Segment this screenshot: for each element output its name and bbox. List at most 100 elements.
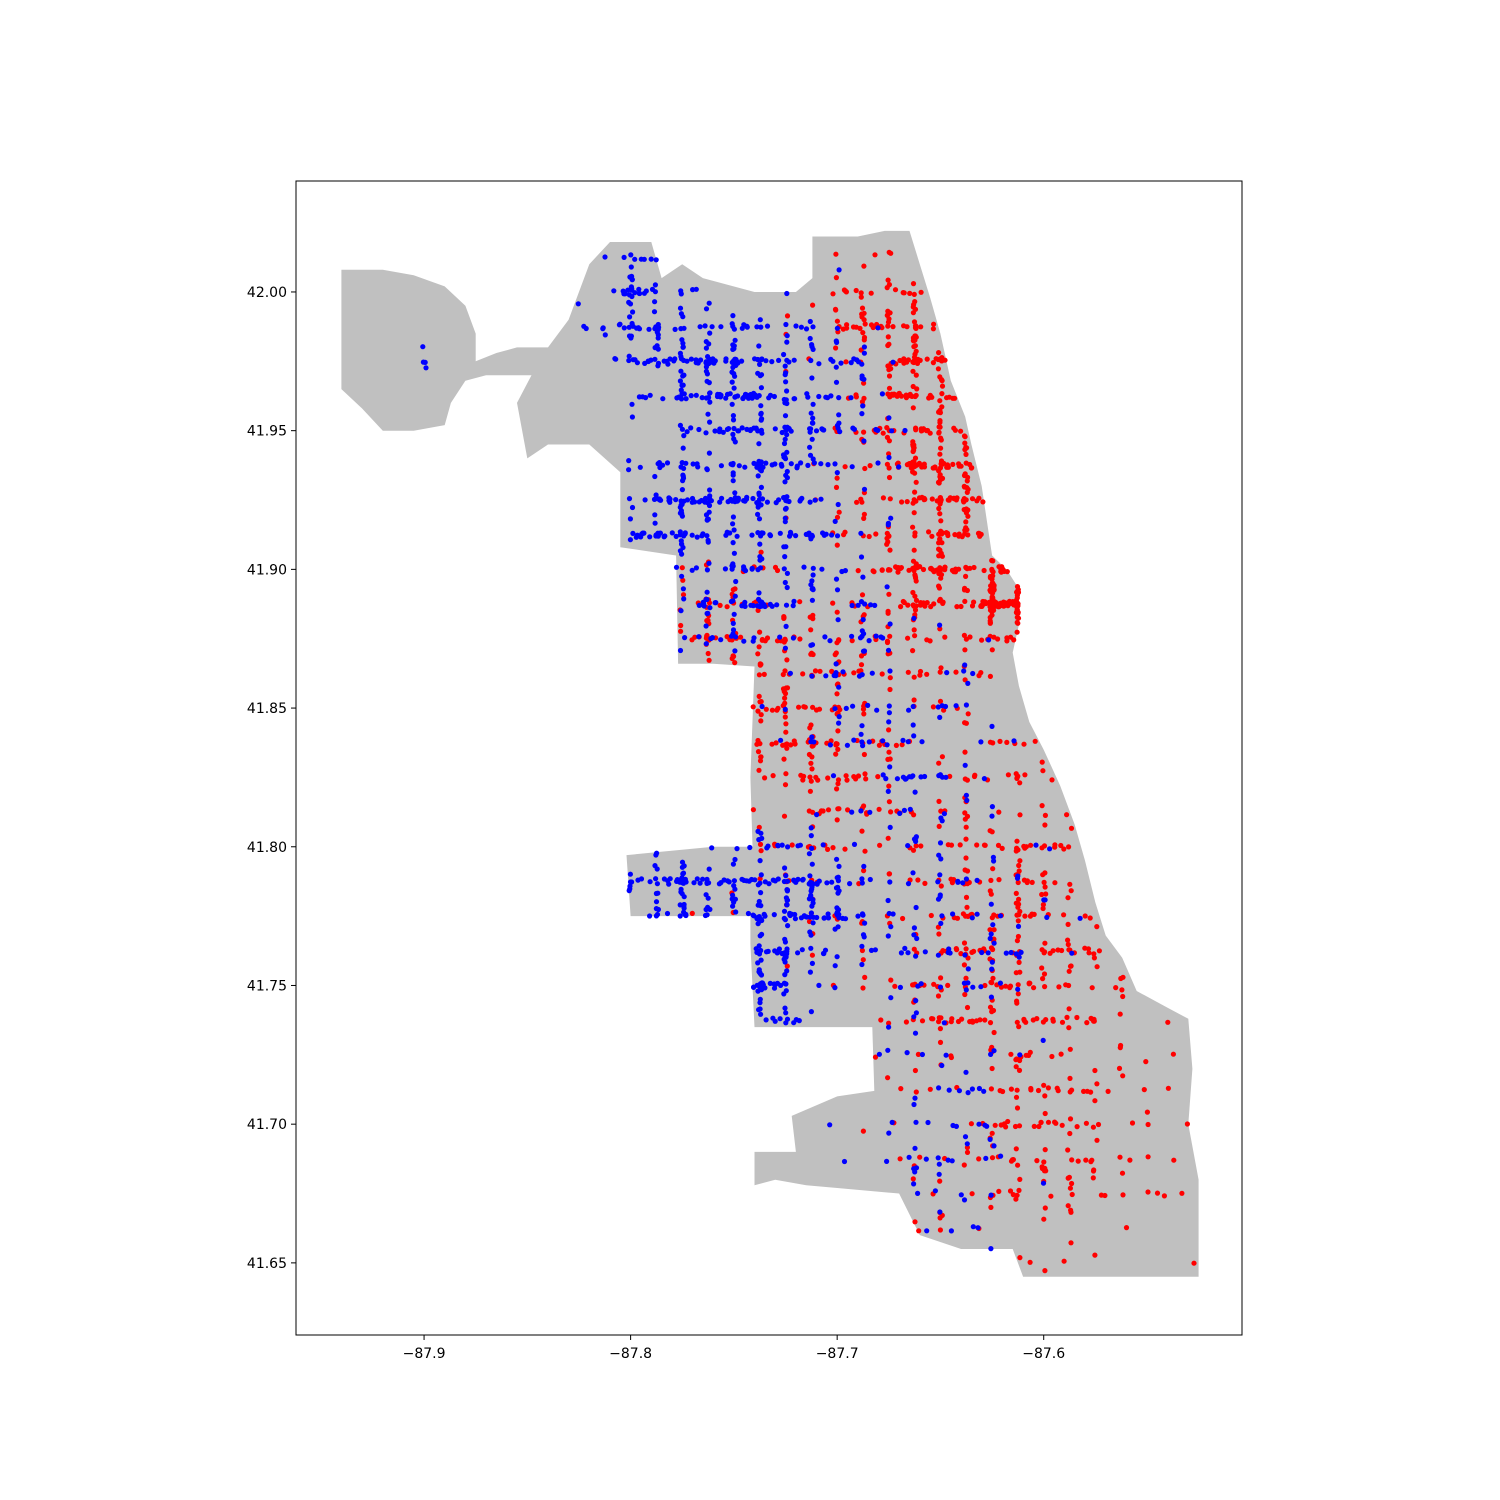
data-point	[673, 533, 679, 540]
data-point	[824, 395, 831, 401]
data-point	[629, 414, 636, 420]
data-point	[922, 880, 928, 887]
data-point	[942, 703, 949, 710]
data-point	[1069, 1157, 1075, 1163]
data-point	[988, 994, 995, 1000]
data-point	[962, 598, 968, 605]
data-point	[834, 533, 841, 539]
data-point	[858, 530, 864, 536]
data-point	[733, 578, 739, 585]
data-point	[734, 846, 740, 852]
data-point	[887, 310, 893, 316]
data-point	[897, 984, 904, 991]
data-point	[626, 292, 633, 298]
data-point	[921, 497, 927, 503]
data-point	[989, 966, 995, 972]
data-point	[643, 288, 649, 294]
data-point	[930, 326, 937, 332]
data-point	[758, 484, 765, 490]
data-point	[630, 357, 636, 363]
data-point	[1032, 738, 1038, 744]
data-point	[997, 738, 1003, 745]
data-point	[911, 627, 917, 633]
data-point	[963, 636, 970, 642]
data-point	[719, 495, 725, 501]
data-point	[816, 878, 822, 884]
data-point	[989, 813, 995, 819]
data-point	[946, 946, 952, 952]
data-point	[1081, 1088, 1087, 1094]
data-point	[833, 661, 839, 667]
data-point	[729, 563, 735, 569]
data-point	[884, 742, 890, 748]
data-point	[809, 375, 815, 381]
data-point	[913, 1119, 919, 1125]
data-point	[922, 949, 928, 955]
data-point	[978, 670, 984, 676]
data-point	[924, 671, 930, 677]
data-point	[682, 635, 688, 641]
data-point	[983, 1155, 989, 1161]
data-point	[962, 867, 968, 873]
data-point	[809, 952, 816, 958]
data-point	[1004, 739, 1010, 746]
data-point	[784, 570, 791, 577]
data-point	[1143, 1059, 1149, 1065]
data-point	[757, 361, 763, 367]
data-point	[876, 742, 883, 748]
data-point	[1141, 1087, 1147, 1093]
data-point	[835, 924, 841, 930]
data-point	[850, 703, 856, 709]
data-point	[912, 333, 918, 339]
data-point	[655, 326, 661, 332]
data-point	[1154, 1190, 1161, 1196]
data-point	[1095, 1121, 1102, 1128]
data-point	[788, 531, 794, 537]
data-point	[1065, 895, 1071, 901]
data-point	[704, 589, 710, 595]
data-point	[989, 1155, 996, 1161]
data-point	[903, 1019, 910, 1025]
data-point	[949, 1158, 955, 1164]
data-point	[751, 635, 757, 641]
data-point	[936, 798, 942, 805]
data-point	[939, 818, 945, 824]
data-point	[808, 833, 814, 839]
data-point	[679, 573, 685, 579]
data-point	[861, 612, 867, 618]
data-point	[705, 610, 711, 616]
data-point	[988, 1086, 995, 1092]
data-point	[1091, 955, 1097, 961]
data-point	[783, 321, 789, 328]
data-point	[758, 549, 764, 555]
data-point	[823, 673, 829, 679]
data-point	[910, 589, 916, 596]
data-point	[1048, 1193, 1054, 1199]
data-point	[705, 354, 711, 360]
data-point	[730, 521, 736, 527]
data-point	[834, 817, 840, 823]
data-point	[1094, 1081, 1100, 1087]
data-point	[834, 741, 840, 747]
data-point	[825, 775, 831, 781]
data-point	[989, 607, 995, 613]
data-point	[704, 876, 710, 883]
data-point	[824, 880, 830, 886]
data-point	[954, 604, 960, 610]
data-point	[809, 845, 815, 852]
data-point	[611, 288, 617, 294]
data-point	[938, 920, 944, 927]
data-point	[583, 325, 589, 332]
data-point	[937, 419, 943, 426]
data-point	[986, 637, 992, 643]
data-point	[985, 950, 991, 956]
data-point	[807, 873, 813, 879]
data-point	[861, 863, 867, 870]
data-point	[758, 699, 764, 705]
data-point	[912, 1095, 918, 1101]
data-point	[755, 960, 761, 966]
data-point	[754, 603, 761, 609]
data-point	[884, 461, 891, 467]
data-point	[772, 461, 778, 467]
data-point	[875, 325, 881, 331]
